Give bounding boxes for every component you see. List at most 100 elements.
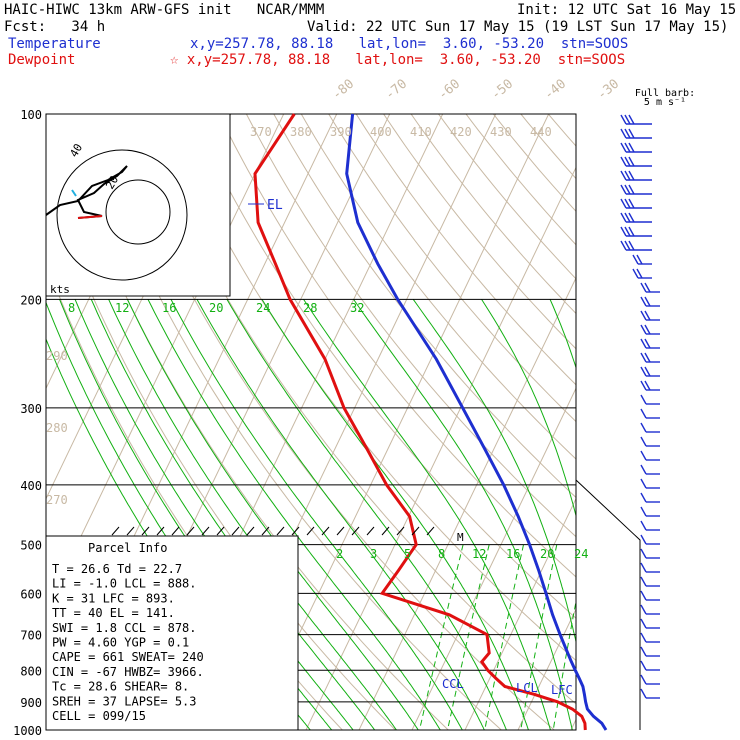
freezing-hatch xyxy=(306,526,315,536)
freezing-hatch xyxy=(321,526,330,536)
wind-barb-flag xyxy=(640,604,647,615)
mixing-ratio-line xyxy=(552,598,576,730)
wind-barb-flag xyxy=(620,114,627,125)
wind-barb-flag xyxy=(644,366,651,377)
dry-adiabat xyxy=(191,114,576,619)
wind-barb-flag xyxy=(640,296,647,307)
wind-barb-flag xyxy=(640,436,647,447)
hodograph-trace xyxy=(45,165,128,219)
isotherm-line xyxy=(724,114,740,740)
isotherm-line xyxy=(464,497,576,730)
wind-barb-flag xyxy=(640,562,647,573)
pressure-label-400: 400 xyxy=(20,479,42,493)
theta-label-390: 390 xyxy=(330,125,352,139)
pressure-label-200: 200 xyxy=(20,293,42,307)
el-label: EL xyxy=(267,198,283,213)
melting-level-label: M xyxy=(457,531,464,544)
wind-barb-flag xyxy=(636,268,643,279)
parcel-row: CELL = 099/15 xyxy=(52,709,146,723)
wind-barb-flag xyxy=(640,324,647,335)
freezing-hatch xyxy=(396,526,405,536)
init-time: Init: 12 UTC Sat 16 May 15 xyxy=(517,2,737,18)
ccl-label: CCL xyxy=(442,677,464,691)
wind-barb-flag xyxy=(640,548,647,559)
parcel-row: SREH = 37 LAPSE= 5.3 xyxy=(52,694,197,708)
lfc-label: LFC xyxy=(551,683,573,697)
freezing-hatch xyxy=(366,526,375,536)
moist-adiabat xyxy=(170,299,463,730)
wind-barb-flag xyxy=(620,198,627,209)
theta-left-label-290: 290 xyxy=(46,349,68,363)
isotherm-label--40: -40 xyxy=(542,76,570,103)
wind-legend-units: 5 m s⁻¹ xyxy=(644,97,686,108)
wind-barb-flag xyxy=(640,422,647,433)
wind-barb-flag xyxy=(628,212,635,223)
wind-barb-flag xyxy=(640,282,647,293)
wind-barb-flag xyxy=(624,170,631,181)
dry-adiabat xyxy=(383,114,576,350)
wind-barb-flag xyxy=(640,338,647,349)
wind-barb-flag xyxy=(640,310,647,321)
wind-barb-flag xyxy=(620,226,627,237)
moist-adiabat xyxy=(147,299,441,730)
isotherm-label--80: -80 xyxy=(330,76,358,103)
freezing-hatch xyxy=(246,526,255,536)
freezing-hatch xyxy=(381,526,390,536)
wind-barb-flag xyxy=(624,184,631,195)
mixing-label-lower-5: 5 xyxy=(404,547,411,561)
wind-barb-flag xyxy=(644,282,651,293)
mixing-ratio-line xyxy=(447,544,490,730)
moist-adiabat xyxy=(481,299,576,518)
moist-adiabat xyxy=(196,299,485,730)
wind-barb-flag xyxy=(640,506,647,517)
pressure-label-900: 900 xyxy=(20,696,42,710)
dry-adiabat xyxy=(218,114,576,578)
wind-barb-flag xyxy=(628,142,635,153)
isotherm-label--60: -60 xyxy=(436,76,464,103)
freezing-hatch xyxy=(201,526,210,536)
dry-adiabat xyxy=(686,114,740,740)
hodograph-ring-40 xyxy=(56,149,188,281)
parcel-box-frame xyxy=(45,535,299,731)
dry-adiabat xyxy=(355,114,576,386)
isotherm-line xyxy=(46,114,285,611)
pressure-label-800: 800 xyxy=(20,664,42,678)
parcel-row: PW = 4.60 YGP = 0.1 xyxy=(52,636,189,650)
mixing-label-upper-8: 8 xyxy=(68,301,75,315)
freezing-hatch xyxy=(276,526,285,536)
hodo-ring-label-40: 40 xyxy=(67,142,85,160)
pressure-label-500: 500 xyxy=(20,539,42,553)
parcel-row: TT = 40 EL = 141. xyxy=(52,606,175,620)
forecast-hour: Fcst: 34 h xyxy=(4,19,106,35)
freezing-hatch xyxy=(171,526,180,536)
parcel-row: SWI = 1.8 CCL = 878. xyxy=(52,621,197,635)
wind-barb-flag xyxy=(640,632,647,643)
temperature-legend-info: x,y=257.78, 88.18 lat,lon= 3.60, -53.20 … xyxy=(190,36,629,52)
dry-adiabat xyxy=(328,114,576,423)
wind-barb-flag xyxy=(624,128,631,139)
mixing-label-upper-12: 12 xyxy=(115,301,129,315)
wind-barb-flag xyxy=(628,128,635,139)
mixing-ratio-line xyxy=(594,545,626,740)
pressure-label-100: 100 xyxy=(20,108,42,122)
wind-barb-flag xyxy=(640,646,647,657)
isotherm-label--30: -30 xyxy=(595,76,623,103)
wind-barb-flag xyxy=(620,240,627,251)
parcel-row: Tc = 28.6 SHEAR= 8. xyxy=(52,680,189,694)
isotherm-label--70: -70 xyxy=(383,76,411,103)
parcel-row: LI = -1.0 LCL = 888. xyxy=(52,577,197,591)
mixing-label-upper-16: 16 xyxy=(162,301,176,315)
wind-barb-flag xyxy=(644,338,651,349)
theta-label-370: 370 xyxy=(250,125,272,139)
wind-barb-flag xyxy=(644,324,651,335)
wind-barb-flag xyxy=(624,212,631,223)
wind-barb-flag xyxy=(632,268,639,279)
wind-barb-flag xyxy=(624,114,631,125)
dry-adiabat xyxy=(273,114,576,499)
wind-barb-flag xyxy=(624,198,631,209)
mixing-label-lower-16: 16 xyxy=(506,547,520,561)
mixing-ratio-line xyxy=(575,545,609,740)
wind-barb-flag xyxy=(640,688,647,699)
theta-label-440: 440 xyxy=(530,125,552,139)
